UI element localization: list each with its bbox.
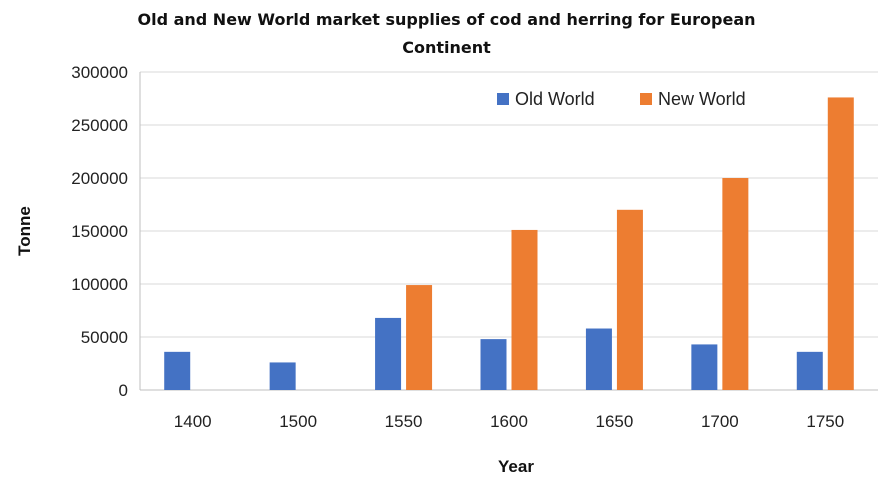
x-tick-label: 1700 bbox=[701, 412, 739, 431]
legend-label-old-world: Old World bbox=[515, 89, 595, 109]
y-tick-label: 0 bbox=[119, 381, 128, 400]
x-tick-label: 1650 bbox=[596, 412, 634, 431]
y-tick-label: 150000 bbox=[71, 222, 128, 241]
bar-new-world bbox=[406, 285, 433, 390]
bar-new-world bbox=[827, 97, 854, 390]
bar-new-world bbox=[616, 209, 643, 390]
bar-old-world bbox=[375, 317, 402, 390]
bar-old-world bbox=[164, 351, 191, 390]
bar-new-world bbox=[511, 229, 538, 390]
x-tick-label: 1750 bbox=[806, 412, 844, 431]
bar-old-world bbox=[691, 344, 718, 390]
legend-swatch-old-world bbox=[497, 93, 509, 105]
chart-title-line-1: Old and New World market supplies of cod… bbox=[137, 10, 756, 29]
legend-label-new-world: New World bbox=[658, 89, 746, 109]
x-tick-label: 1500 bbox=[279, 412, 317, 431]
bar-old-world bbox=[585, 328, 612, 390]
x-tick-label: 1550 bbox=[385, 412, 423, 431]
y-tick-label: 250000 bbox=[71, 116, 128, 135]
y-tick-label: 200000 bbox=[71, 169, 128, 188]
legend-swatch-new-world bbox=[640, 93, 652, 105]
y-tick-label: 100000 bbox=[71, 275, 128, 294]
bar-old-world bbox=[480, 339, 507, 390]
bar-old-world bbox=[269, 362, 296, 390]
x-tick-label: 1400 bbox=[174, 412, 212, 431]
bar-old-world bbox=[796, 351, 823, 390]
x-axis-title: Year bbox=[498, 457, 534, 476]
y-axis-title: Tonne bbox=[15, 206, 34, 256]
x-tick-label: 1600 bbox=[490, 412, 528, 431]
y-tick-label: 50000 bbox=[81, 328, 128, 347]
bar-new-world bbox=[722, 178, 749, 390]
y-tick-label: 300000 bbox=[71, 63, 128, 82]
chart-title-line-2: Continent bbox=[402, 38, 491, 57]
